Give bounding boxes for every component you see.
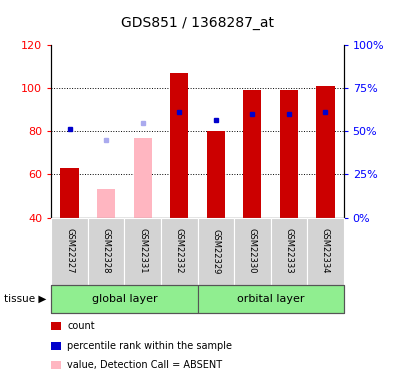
Bar <box>60 168 79 217</box>
Text: GSM22332: GSM22332 <box>175 228 184 274</box>
Bar <box>243 90 261 218</box>
Text: orbital layer: orbital layer <box>237 294 304 304</box>
Text: GSM22327: GSM22327 <box>65 228 74 274</box>
Bar <box>316 86 335 218</box>
Text: global layer: global layer <box>92 294 157 304</box>
Text: value, Detection Call = ABSENT: value, Detection Call = ABSENT <box>67 360 222 370</box>
Text: GSM22328: GSM22328 <box>102 228 111 274</box>
Text: percentile rank within the sample: percentile rank within the sample <box>67 341 232 351</box>
Bar <box>134 138 152 218</box>
Text: GSM22334: GSM22334 <box>321 228 330 274</box>
Text: GSM22330: GSM22330 <box>248 228 257 274</box>
Text: tissue ▶: tissue ▶ <box>4 294 46 304</box>
Bar <box>97 189 115 217</box>
Text: GSM22329: GSM22329 <box>211 228 220 274</box>
Text: GSM22331: GSM22331 <box>138 228 147 274</box>
Bar <box>170 73 188 217</box>
Text: count: count <box>67 321 95 331</box>
Text: GSM22333: GSM22333 <box>284 228 293 274</box>
Bar <box>280 90 298 218</box>
Bar <box>207 131 225 218</box>
Text: GDS851 / 1368287_at: GDS851 / 1368287_at <box>121 16 274 30</box>
